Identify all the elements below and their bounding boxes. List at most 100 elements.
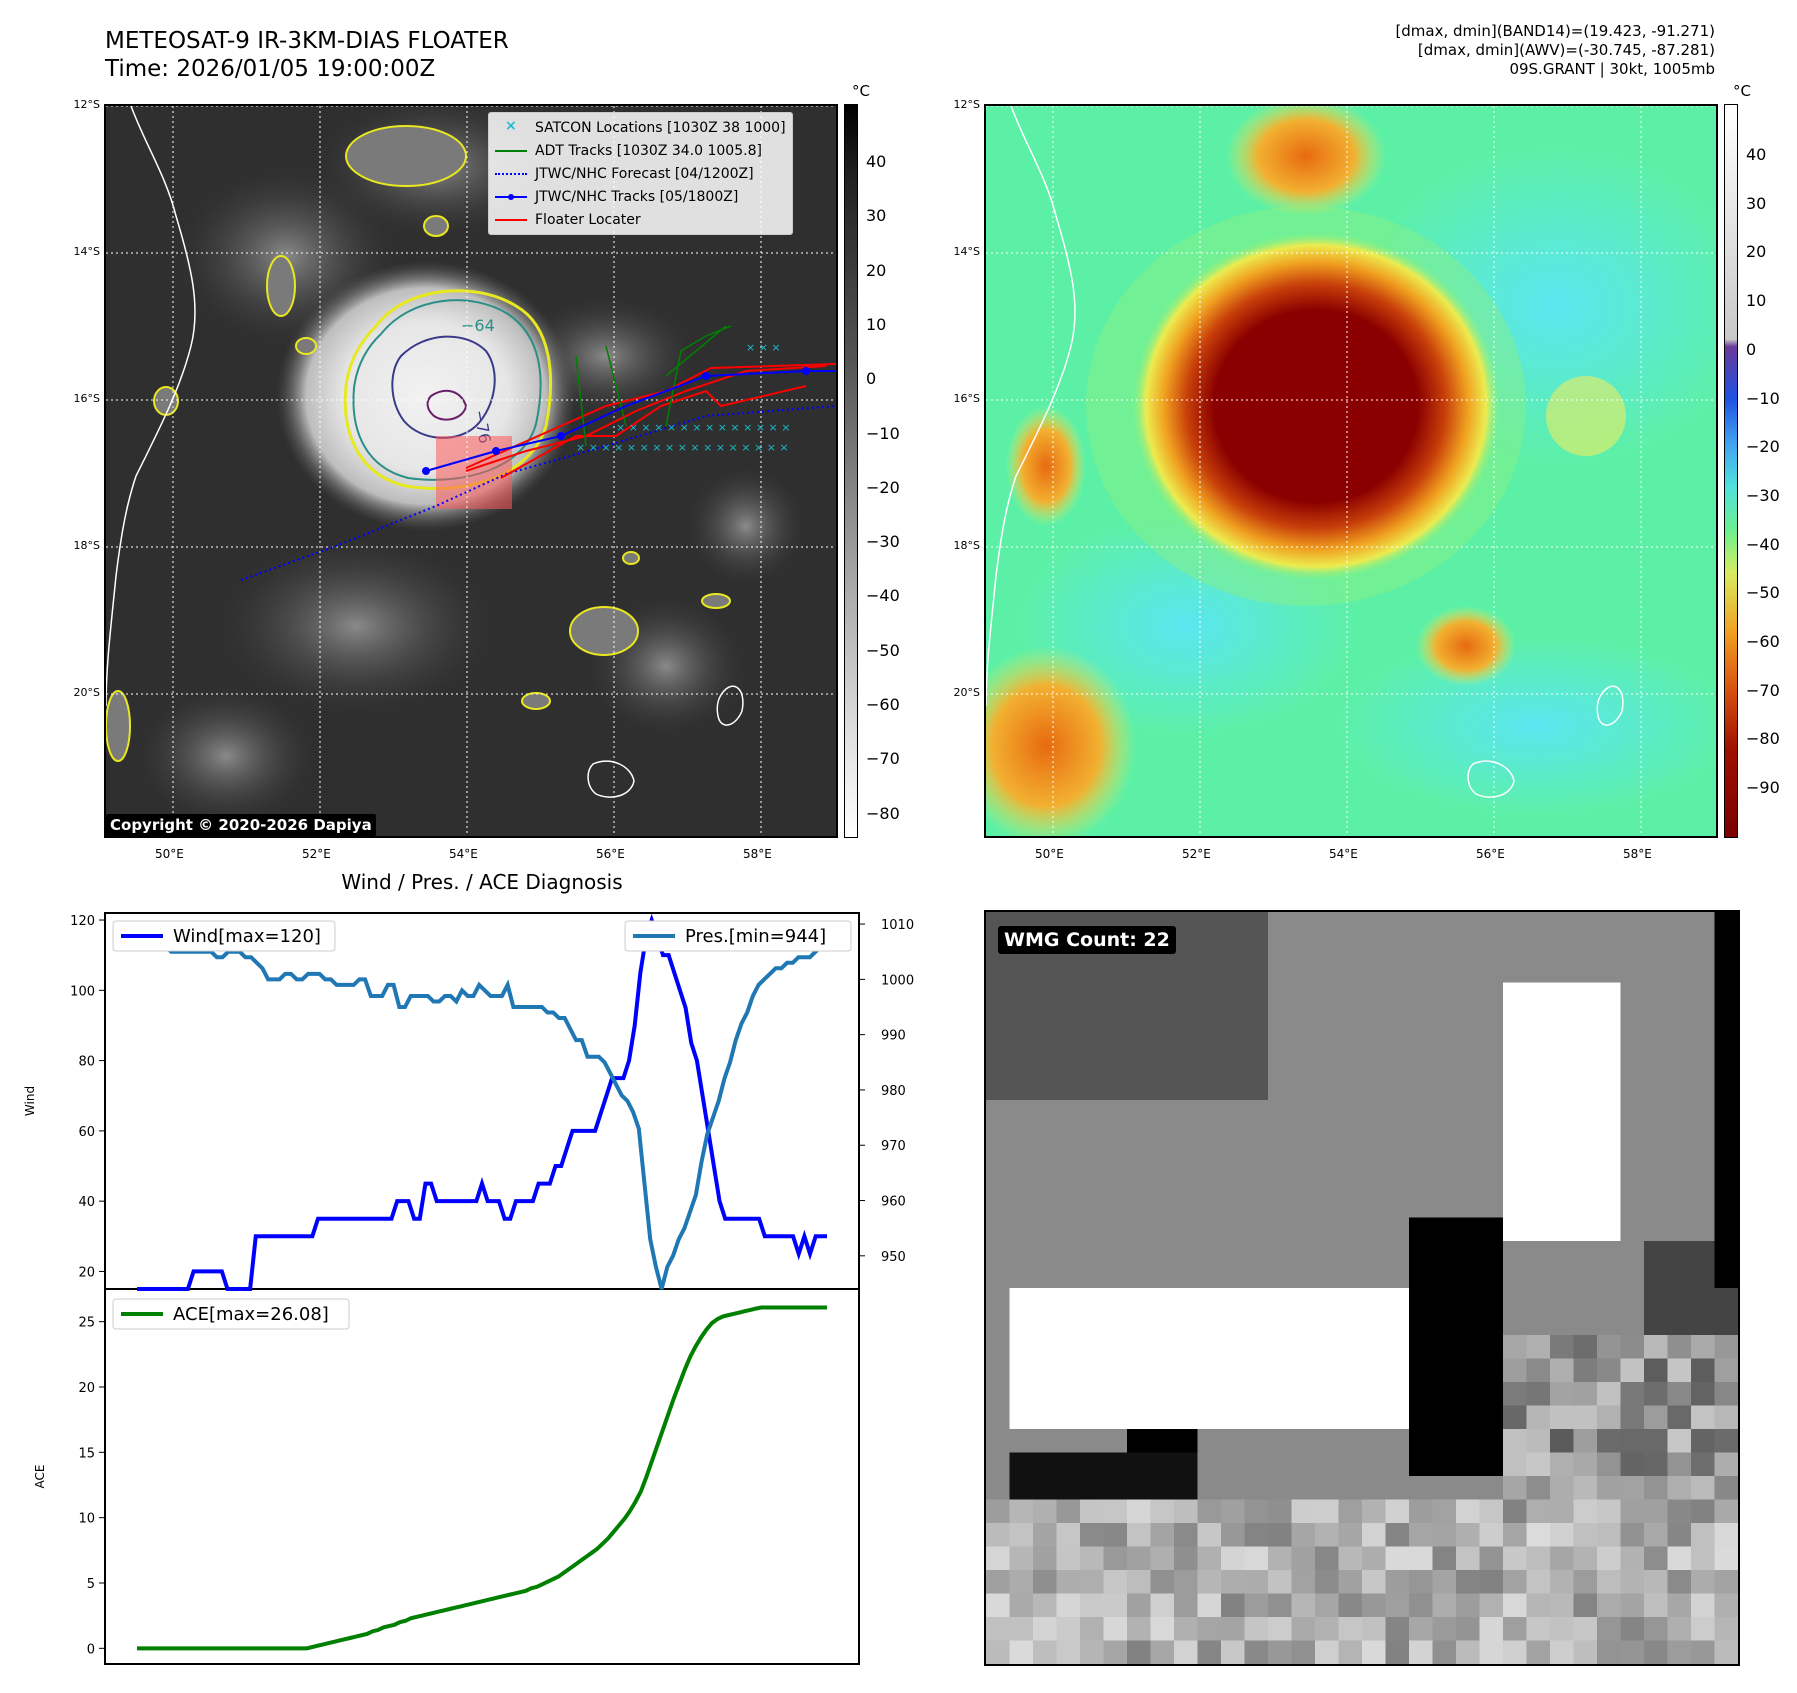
wmg-cell [1009, 1523, 1034, 1547]
wmg-cell [1221, 1476, 1245, 1500]
wmg-cell [1432, 1170, 1457, 1195]
wmg-cell [1456, 1006, 1480, 1030]
wmg-cell [1409, 1405, 1433, 1430]
wmg-cell [1127, 1335, 1151, 1359]
wmg-cell [1620, 1452, 1645, 1477]
wmg-cell [1691, 1335, 1715, 1359]
wmg-cell [1691, 1147, 1715, 1171]
wmg-cell [1174, 1100, 1198, 1124]
wmg-cell [1503, 1546, 1527, 1571]
ir-satellite-map: −64 −76 [104, 104, 838, 838]
wmg-cell [1550, 1170, 1574, 1195]
wmg-cell [1291, 1194, 1316, 1218]
wmg-cell [1526, 1311, 1551, 1336]
wmg-cell [1479, 1617, 1504, 1641]
wmg-cell [1456, 1640, 1480, 1664]
wmg-cell [1479, 1264, 1504, 1289]
wmg-cell [1409, 935, 1433, 960]
lat-tick-label: 20°S [953, 686, 980, 699]
wmg-cell [1315, 1288, 1339, 1312]
wmg-cell [1550, 1029, 1574, 1054]
wmg-cell [1526, 1499, 1551, 1524]
jtwc-tracks [422, 367, 836, 475]
wmg-cell [1174, 1029, 1198, 1054]
wmg-cell [1597, 1123, 1621, 1148]
wmg-cell [1338, 1217, 1363, 1242]
wmg-cell [1174, 1311, 1198, 1336]
wmg-cell [1268, 935, 1292, 960]
lat-tick-label: 14°S [73, 245, 100, 258]
wmg-cell [986, 1170, 1010, 1195]
wmg-cell [1714, 1405, 1738, 1430]
wmg-cell [1691, 1429, 1715, 1453]
legend-floater: Floater Locater [495, 208, 786, 231]
wmg-cell [1620, 1358, 1645, 1383]
wmg-cell [1620, 1123, 1645, 1148]
wmg-cell [1644, 1523, 1668, 1547]
wmg-cell [1080, 1241, 1104, 1265]
wmg-cell [1056, 1100, 1081, 1124]
legend-dotted-icon [495, 167, 527, 181]
wmg-cell [1503, 1499, 1527, 1524]
wmg-cell [1385, 1617, 1410, 1641]
wmg-cell [1338, 1523, 1363, 1547]
ir-colorbar-unit: °C [852, 82, 870, 100]
wmg-cell [1456, 1170, 1480, 1195]
stats-band14: [dmax, dmin](BAND14)=(19.423, -91.271) [1395, 22, 1715, 40]
wmg-cell [1009, 1358, 1034, 1383]
diagnosis-chart-svg: 2040608010012095096097098099010001010Win… [23, 912, 914, 1665]
wmg-cell [1033, 1053, 1057, 1077]
wmg-cell [1550, 1476, 1574, 1500]
wmg-cell [1432, 1076, 1457, 1101]
colorbar-tick-label: −10 [1746, 388, 1780, 408]
wmg-cell [1315, 1311, 1339, 1336]
wmg-cell [1620, 1076, 1645, 1101]
wmg-cell [1221, 1147, 1245, 1171]
wmg-cell [1033, 1523, 1057, 1547]
wmg-cell [1479, 1405, 1504, 1430]
wmg-cell [1714, 1006, 1738, 1030]
wmg-cell [1150, 1546, 1175, 1571]
wmg-cell [1080, 1452, 1104, 1477]
wmg-cell [1362, 1311, 1386, 1336]
wmg-cell [1526, 1570, 1551, 1594]
wmg-cell [1315, 1217, 1339, 1242]
contour-label-64: −64 [461, 316, 495, 335]
wmg-cell [1080, 1358, 1104, 1383]
wmg-cell [1197, 1335, 1222, 1359]
wmg-cell [1479, 1593, 1504, 1618]
wmg-cell [1620, 982, 1645, 1007]
wmg-cell [1197, 982, 1222, 1007]
wmg-cell [1033, 982, 1057, 1007]
wmg-cell [1620, 1264, 1645, 1289]
wmg-cell [1127, 1499, 1151, 1524]
wmg-cell [1456, 1217, 1480, 1242]
wmg-cell [1644, 1358, 1668, 1383]
wmg-cell [1479, 1452, 1504, 1477]
wmg-cell [1644, 1029, 1668, 1054]
wmg-cell [1667, 1217, 1692, 1242]
wmg-cell [1456, 935, 1480, 960]
wmg-cell [1033, 1123, 1057, 1148]
wmg-cell [1103, 1076, 1128, 1101]
wmg-cell [986, 1499, 1010, 1524]
wmg-cell [1221, 1029, 1245, 1054]
wmg-cell [1667, 1335, 1692, 1359]
wmg-cell [1291, 935, 1316, 960]
wmg-cell [1221, 1123, 1245, 1148]
wmg-cell [1150, 1405, 1175, 1430]
wmg-cell [1503, 1405, 1527, 1430]
wmg-cell [1362, 1570, 1386, 1594]
wmg-cell [1385, 1358, 1410, 1383]
wmg-cell [1667, 912, 1692, 936]
wmg-cell [1221, 1640, 1245, 1664]
wmg-cell [1597, 1499, 1621, 1524]
wmg-cell [1667, 1006, 1692, 1030]
wmg-cell [1080, 1053, 1104, 1077]
wmg-cell [1103, 1452, 1128, 1477]
wmg-cell [1221, 1194, 1245, 1218]
wmg-cell [1503, 1029, 1527, 1054]
wmg-cell [1409, 1335, 1433, 1359]
wmg-cell [1714, 1452, 1738, 1477]
wmg-cell [1573, 1123, 1598, 1148]
